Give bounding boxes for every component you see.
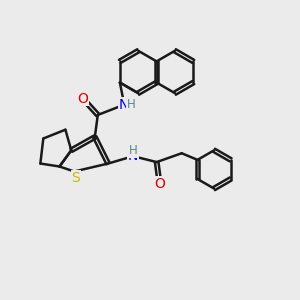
Text: H: H xyxy=(126,98,135,111)
Text: H: H xyxy=(129,144,137,158)
Text: N: N xyxy=(119,98,130,112)
Text: O: O xyxy=(154,177,165,191)
Text: O: O xyxy=(78,92,88,106)
Text: N: N xyxy=(128,149,138,163)
Text: S: S xyxy=(71,171,80,185)
